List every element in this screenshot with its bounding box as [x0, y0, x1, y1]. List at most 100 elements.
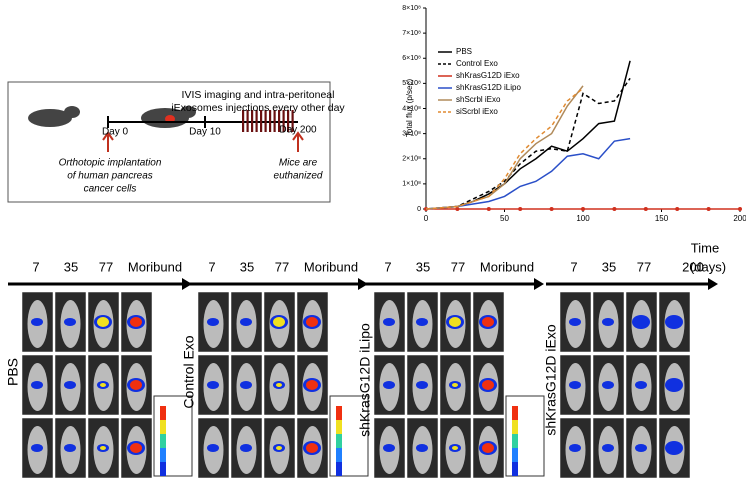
- y-tick-label: 1×10⁸: [402, 181, 421, 188]
- signal: [240, 444, 252, 452]
- scale-bar: [160, 462, 166, 476]
- signal-core: [130, 380, 142, 390]
- marker: [581, 207, 585, 211]
- signal: [383, 318, 395, 326]
- hatch-mark: [260, 110, 263, 132]
- scale-bar: [160, 434, 166, 448]
- legend-label: shScrbl iExo: [456, 95, 501, 104]
- time-point: Moribund: [480, 259, 534, 274]
- hatch-mark: [264, 110, 267, 132]
- signal: [416, 318, 428, 326]
- signal: [64, 444, 76, 452]
- time-point: Moribund: [304, 259, 358, 274]
- marker: [643, 207, 648, 211]
- y-tick-label: 6×10⁸: [402, 55, 421, 62]
- note: euthanized: [274, 171, 323, 182]
- signal-core: [306, 443, 318, 453]
- injection-marks: [242, 110, 294, 132]
- scale-bar: [336, 462, 342, 476]
- group-label: shKrasG12D iExo: [543, 324, 559, 435]
- arrow-head: [534, 278, 544, 290]
- x-tick-label: 200: [733, 214, 746, 223]
- x-tick-label: 0: [424, 214, 429, 223]
- signal-core: [452, 383, 458, 387]
- diagram-box: [7, 81, 331, 203]
- series-line: [425, 85, 584, 210]
- time-label: Time: [691, 240, 719, 255]
- legend-label: PBS: [456, 47, 472, 56]
- marker: [518, 207, 523, 211]
- hatch-mark: [251, 110, 254, 132]
- day-label: Day 0: [102, 127, 129, 138]
- signal: [240, 381, 252, 389]
- marker: [706, 207, 711, 211]
- hatch-mark: [278, 110, 281, 132]
- scale-bar: [160, 420, 166, 434]
- y-axis-label: Total flux (p/sec): [405, 79, 414, 138]
- caption: IVIS imaging and intra-peritoneal: [182, 89, 335, 101]
- signal: [207, 444, 219, 452]
- series-line: [425, 137, 631, 210]
- arrows: [102, 131, 304, 152]
- time-point: 35: [64, 259, 78, 274]
- time-point: 35: [240, 259, 254, 274]
- signal-core: [482, 380, 494, 390]
- signal: [416, 381, 428, 389]
- note: Mice are: [279, 158, 318, 169]
- group-label: shKrasG12D iLipo: [357, 323, 373, 437]
- signal: [64, 318, 76, 326]
- time-point: 77: [451, 259, 465, 274]
- x-tick-label: 150: [655, 214, 669, 223]
- time-point: 77: [275, 259, 289, 274]
- signal-core: [276, 383, 282, 387]
- x-tick-label: 50: [500, 214, 509, 223]
- legend-label: Control Exo: [456, 59, 498, 68]
- time-point: 77: [637, 259, 651, 274]
- signal-core: [276, 446, 282, 450]
- time-point: 35: [416, 259, 430, 274]
- signal-core: [306, 380, 318, 390]
- y-tick-label: 0: [417, 206, 421, 213]
- scale-bar: [512, 462, 518, 476]
- signal: [31, 444, 43, 452]
- y-tick-label: 2×10⁸: [402, 156, 421, 163]
- scale-bar: [512, 406, 518, 420]
- group-label: PBS: [5, 358, 21, 386]
- scale-bar: [336, 420, 342, 434]
- time-point: 7: [570, 259, 577, 274]
- scale-bar: [336, 448, 342, 462]
- scale-bar: [512, 420, 518, 434]
- signal: [635, 381, 647, 389]
- scale-bar: [160, 448, 166, 462]
- marker: [675, 207, 680, 211]
- caption: iExosomes injections every other day: [171, 102, 345, 114]
- hatch-mark: [246, 110, 249, 132]
- signal: [31, 381, 43, 389]
- time-point: 7: [208, 259, 215, 274]
- series-line: [425, 87, 584, 210]
- signal: [602, 381, 614, 389]
- signal-core: [100, 446, 106, 450]
- time-point: 77: [99, 259, 113, 274]
- note: of human pancreas: [67, 171, 153, 182]
- y-tick-label: 8×10⁸: [402, 5, 421, 12]
- scale-bar: [160, 406, 166, 420]
- signal-core: [482, 443, 494, 453]
- signal-core: [449, 317, 461, 327]
- note: Orthotopic implantation: [59, 158, 162, 169]
- hatch-mark: [255, 110, 258, 132]
- time-point: 200: [682, 259, 704, 274]
- arrow-head: [708, 278, 718, 290]
- marker: [738, 207, 742, 211]
- hatch-mark: [291, 110, 294, 132]
- signal: [569, 381, 581, 389]
- marker: [549, 207, 554, 211]
- signal: [665, 315, 683, 329]
- hatch-mark: [282, 110, 285, 132]
- y-tick-label: 4×10⁸: [402, 105, 421, 112]
- signal: [569, 444, 581, 452]
- y-tick-label: 3×10⁸: [402, 130, 421, 137]
- legend-label: shKrasG12D iExo: [456, 71, 520, 80]
- day-label: Day 10: [189, 127, 221, 138]
